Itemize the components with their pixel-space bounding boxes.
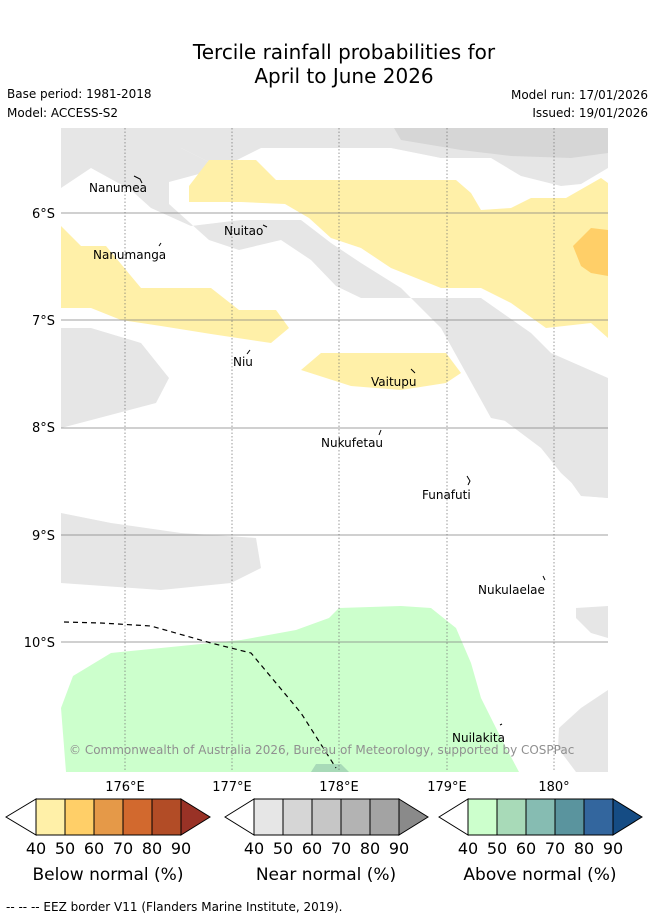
legend-below-title: Below normal (%) (33, 865, 184, 885)
lon-label-177e: 177°E (212, 780, 252, 795)
above-normal-region-south (61, 606, 519, 772)
legend-area: 40 50 60 70 80 90 Below normal (%) 40 50… (5, 798, 643, 885)
legend-near-tick-60: 60 (302, 839, 322, 858)
near-normal-region-upper (61, 148, 608, 498)
island-label-vaitupu: Vaitupu (371, 375, 417, 389)
lat-label-7s: 7°S (32, 314, 55, 329)
legend-below-tick-60: 60 (84, 839, 104, 858)
legend-near-title: Near normal (%) (256, 865, 396, 885)
near-normal-region-right-mid (481, 368, 608, 498)
lon-label-176e: 176°E (105, 780, 145, 795)
legend-above-normal: 40 50 60 70 80 90 Above normal (%) (438, 798, 643, 885)
above-normal-region-south-50 (311, 764, 349, 772)
model-name: Model: ACCESS-S2 (7, 106, 119, 120)
island-label-nuitao: Nuitao (224, 224, 263, 238)
island-label-nukufetau: Nukufetau (321, 436, 383, 450)
below-normal-region-east-50 (573, 228, 608, 276)
lon-label-180: 180° (538, 780, 569, 795)
legend-near-tick-70: 70 (331, 839, 351, 858)
lat-label-8s: 8°S (32, 421, 55, 436)
legend-near-tick-40: 40 (244, 839, 264, 858)
near-normal-region-lower-right (576, 606, 608, 638)
lat-label-9s: 9°S (32, 529, 55, 544)
map-title: Tercile rainfall probabilities for April… (0, 40, 655, 88)
legend-below-normal: 40 50 60 70 80 90 Below normal (%) (5, 798, 211, 885)
eez-border (63, 621, 337, 769)
map-panel: Nanumea Nuitao Nanumanga Niu Vaitupu Nuk… (61, 128, 608, 772)
legend-near-tick-50: 50 (273, 839, 293, 858)
legend-below-tick-90: 90 (171, 839, 191, 858)
island-label-nukulaelae: Nukulaelae (478, 583, 545, 597)
island-label-nanumanga: Nanumanga (93, 248, 166, 262)
legend-above-tick-60: 60 (516, 839, 536, 858)
title-line-2: April to June 2026 (254, 64, 434, 88)
base-period: Base period: 1981-2018 (7, 87, 152, 101)
lat-label-6s: 6°S (32, 207, 55, 222)
near-normal-region-mid (61, 328, 169, 428)
legend-above-tick-40: 40 (458, 839, 478, 858)
legend-above-tick-70: 70 (545, 839, 565, 858)
legend-above-tick-80: 80 (574, 839, 594, 858)
near-normal-region-bottom-right (558, 690, 608, 772)
legend-above-title: Above normal (%) (463, 865, 616, 885)
legend-below-tick-40: 40 (26, 839, 46, 858)
island-label-niu: Niu (233, 355, 253, 369)
eez-footer-note: -- -- -- EEZ border V11 (Flanders Marine… (6, 900, 343, 914)
legend-near-normal: 40 50 60 70 80 90 Near normal (%) (224, 798, 429, 885)
grid-lines (61, 212, 608, 643)
legend-below-tick-50: 50 (55, 839, 75, 858)
island-label-nanumea: Nanumea (89, 181, 147, 195)
meridian-lines (124, 128, 555, 772)
below-normal-region-north (189, 160, 608, 338)
lon-label-179e: 179°E (427, 780, 467, 795)
lon-label-178e: 178°E (319, 780, 359, 795)
model-run: Model run: 17/01/2026 (510, 88, 648, 102)
copyright-notice: © Commonwealth of Australia 2026, Bureau… (69, 743, 574, 757)
island-label-nuilakita: Nuilakita (452, 731, 505, 745)
near-normal-region-lower (61, 513, 261, 590)
lat-label-10s: 10°S (24, 636, 55, 651)
title-line-1: Tercile rainfall probabilities for (192, 40, 496, 64)
legend-above-tick-90: 90 (603, 839, 623, 858)
island-shapes (133, 175, 546, 726)
legend-near-tick-80: 80 (360, 839, 380, 858)
legend-below-tick-80: 80 (142, 839, 162, 858)
issued-date: Issued: 19/01/2026 (532, 106, 648, 120)
legend-near-tick-90: 90 (389, 839, 409, 858)
legend-below-tick-70: 70 (113, 839, 133, 858)
island-label-funafuti: Funafuti (422, 488, 471, 502)
legend-above-tick-50: 50 (487, 839, 507, 858)
below-normal-region-central (301, 353, 461, 390)
near-normal-darker-top (394, 128, 608, 158)
